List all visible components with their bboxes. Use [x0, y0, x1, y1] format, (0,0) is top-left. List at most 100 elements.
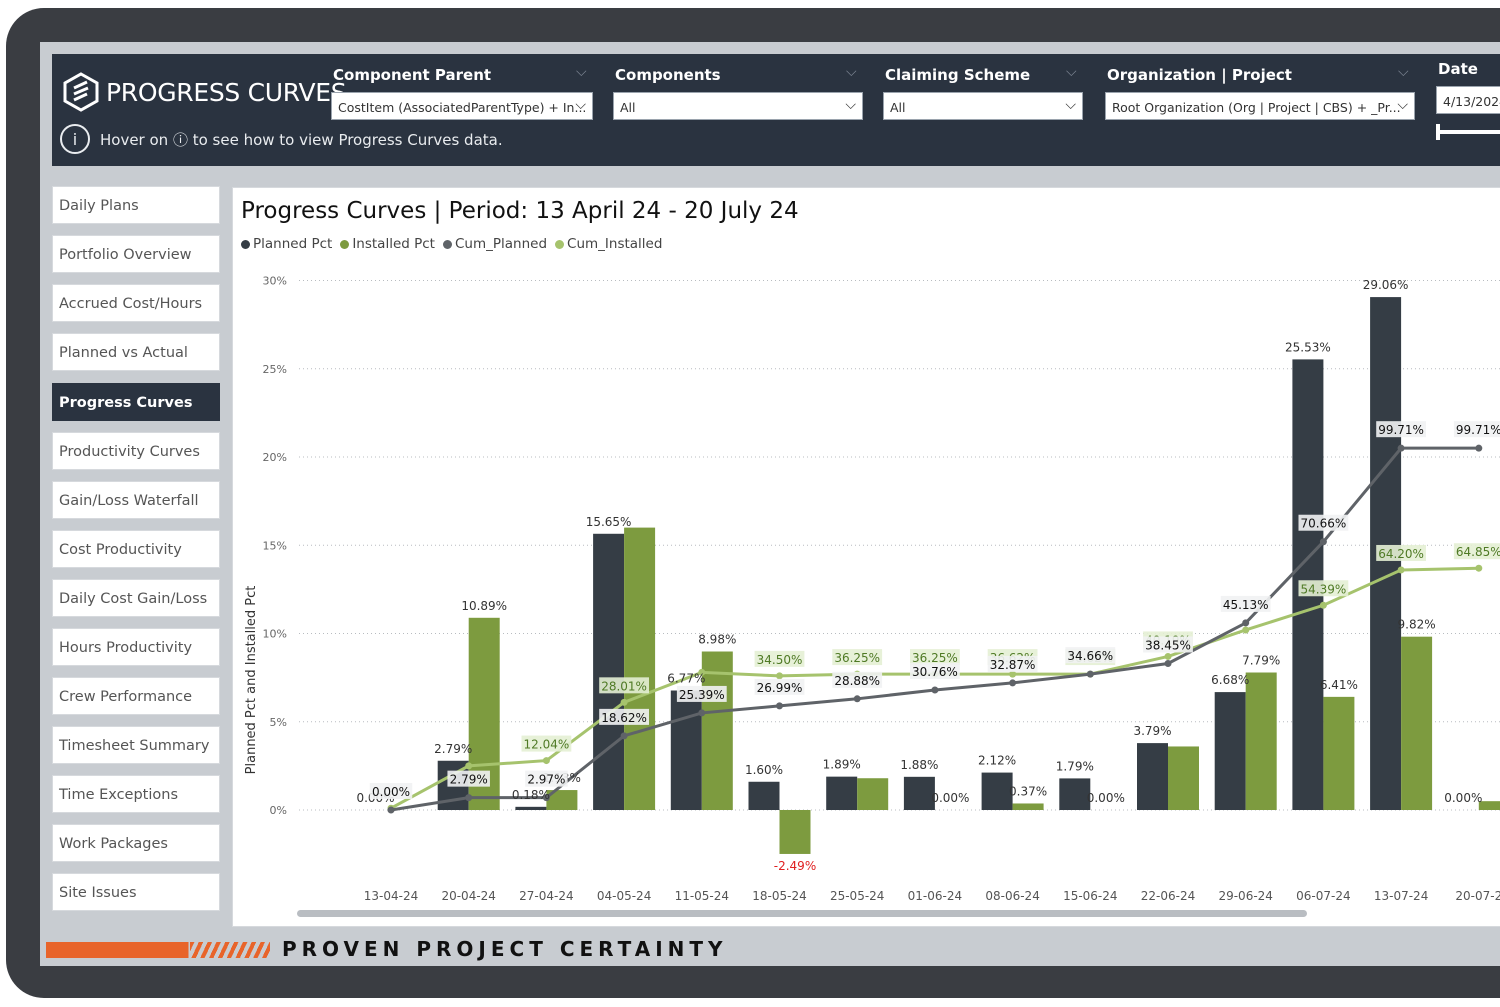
sidebar-item-label: Hours Productivity — [59, 640, 193, 656]
chevron-down-icon[interactable]: ⌵ — [1066, 64, 1077, 80]
sidebar-item-gain-loss-waterfall[interactable]: Gain/Loss Waterfall — [52, 481, 220, 519]
cum-planned-data-label: 2.79% — [450, 773, 488, 787]
cum-planned-data-label-bg — [1065, 647, 1116, 664]
cum-installed-data-label-bg — [832, 649, 883, 666]
sidebar-item-productivity-curves[interactable]: Productivity Curves — [52, 432, 220, 470]
dropdown-value: All — [890, 100, 906, 115]
sidebar-item-hours-productivity[interactable]: Hours Productivity — [52, 628, 220, 666]
cum-planned-data-label-bg — [525, 770, 568, 787]
dropdown-value: Root Organization (Org | Project | CBS) … — [1112, 100, 1401, 115]
cum-installed-data-label: 36.25% — [834, 651, 880, 665]
legend-item-cum-planned[interactable]: Cum_Planned — [442, 236, 548, 252]
sidebar-item-daily-cost-gain-loss[interactable]: Daily Cost Gain/Loss — [52, 579, 220, 617]
planned-data-label: 0.18% — [512, 788, 550, 802]
cum-planned-data-label: 34.66% — [1067, 649, 1113, 663]
planned-bar — [1059, 778, 1091, 810]
planned-data-label: 25.53% — [1285, 340, 1331, 354]
cum-planned-data-label: 70.66% — [1301, 517, 1347, 531]
cum-planned-data-label: 2.97% — [527, 773, 565, 787]
installed-data-label: 6.41% — [1320, 678, 1358, 692]
cum-installed-data-label-bg — [1453, 543, 1500, 560]
horizontal-scrollbar[interactable] — [297, 910, 1307, 917]
sidebar-item-accrued-cost-hours[interactable]: Accrued Cost/Hours — [52, 284, 220, 322]
chart-legend: Planned Pct Installed Pct Cum_Planned Cu… — [241, 236, 670, 252]
organization-project-dropdown[interactable]: Root Organization (Org | Project | CBS) … — [1105, 92, 1415, 120]
date-slider-handle[interactable] — [1436, 124, 1440, 140]
sidebar-item-crew-performance[interactable]: Crew Performance — [52, 677, 220, 715]
sidebar-item-portfolio-overview[interactable]: Portfolio Overview — [52, 235, 220, 273]
sidebar-item-label: Cost Productivity — [59, 542, 182, 558]
sidebar-item-label: Gain/Loss Waterfall — [59, 493, 199, 509]
chevron-down-icon[interactable]: ⌵ — [1398, 64, 1409, 80]
sidebar-item-site-issues[interactable]: Site Issues — [52, 873, 220, 911]
cum-planned-data-label-bg — [1220, 595, 1271, 612]
legend-item-cum-installed[interactable]: Cum_Installed — [555, 236, 662, 252]
sidebar-item-planned-vs-actual[interactable]: Planned vs Actual — [52, 333, 220, 371]
components-dropdown[interactable]: All ⌵ — [613, 92, 863, 120]
y-tick-label: 10% — [263, 628, 287, 641]
filter-label: Date — [1438, 60, 1478, 78]
installed-data-label: 10.89% — [461, 599, 507, 613]
info-icon[interactable]: i — [60, 124, 90, 154]
chevron-down-icon[interactable]: ⌵ — [576, 64, 587, 80]
sidebar-item-daily-plans[interactable]: Daily Plans — [52, 186, 220, 224]
sidebar-item-work-packages[interactable]: Work Packages — [52, 824, 220, 862]
claiming-scheme-dropdown[interactable]: All ⌵ — [883, 92, 1083, 120]
chart-title: Progress Curves | Period: 13 April 24 - … — [241, 198, 799, 224]
installed-data-label: 8.98% — [698, 633, 736, 647]
installed-data-label: 9.82% — [1398, 618, 1436, 632]
cum-planned-data-label: 99.71% — [1456, 423, 1500, 437]
cum-installed-line-point — [1242, 626, 1250, 634]
sidebar-item-time-exceptions[interactable]: Time Exceptions — [52, 775, 220, 813]
installed-bar — [1401, 636, 1433, 810]
planned-data-label: 6.68% — [1211, 673, 1249, 687]
sidebar-item-cost-productivity[interactable]: Cost Productivity — [52, 530, 220, 568]
date-input[interactable]: 4/13/2024 — [1436, 86, 1500, 114]
cum-installed-data-label: 34.50% — [757, 653, 803, 667]
component-parent-dropdown[interactable]: CostItem (AssociatedParentType) + In... … — [331, 92, 593, 120]
y-tick-label: 30% — [263, 275, 287, 288]
cum-installed-data-label-bg — [1376, 544, 1426, 561]
planned-bar — [670, 690, 702, 810]
cum-planned-line-point — [465, 794, 473, 802]
cum-planned-data-label: 18.62% — [601, 711, 647, 725]
filter-label: Organization | Project — [1107, 66, 1292, 84]
sidebar-item-label: Timesheet Summary — [59, 738, 210, 754]
cum-installed-data-label-bg — [521, 735, 572, 752]
cum-installed-line-point — [1164, 652, 1172, 660]
installed-bar — [1245, 672, 1277, 810]
cum-planned-line-point — [1397, 444, 1405, 452]
chart-panel: Progress Curves | Period: 13 April 24 - … — [232, 187, 1500, 927]
cum-installed-line-point — [465, 762, 473, 770]
dashboard-screen: PROGRESS CURVES Component Parent ⌵ CostI… — [40, 42, 1500, 966]
date-slider[interactable] — [1436, 124, 1500, 140]
logo: PROGRESS CURVES — [62, 72, 347, 112]
planned-bar — [515, 806, 547, 810]
y-tick-label: 15% — [263, 539, 287, 552]
cum-planned-data-label-bg — [1143, 636, 1193, 653]
cum-planned-line-point — [1319, 538, 1327, 546]
sidebar-item-progress-curves[interactable]: Progress Curves — [52, 383, 220, 421]
sidebar-item-label: Crew Performance — [59, 689, 193, 705]
cum-planned-line-point — [1242, 619, 1250, 627]
legend-item-planned[interactable]: Planned Pct — [241, 236, 332, 252]
sidebar-item-timesheet-summary[interactable]: Timesheet Summary — [52, 726, 220, 764]
cum-planned-data-label-bg — [832, 671, 883, 688]
planned-data-label: 3.79% — [1133, 724, 1171, 738]
x-tick-label: 29-06-24 — [1218, 889, 1272, 903]
x-tick-label: 06-07-24 — [1296, 889, 1350, 903]
chevron-down-icon: ⌵ — [575, 97, 586, 113]
cum-installed-data-label-bg — [754, 650, 805, 667]
cum-planned-data-label: 25.39% — [679, 688, 725, 702]
x-tick-label: 01-06-24 — [908, 889, 962, 903]
legend-label: Cum_Planned — [454, 236, 548, 252]
sidebar-item-label: Productivity Curves — [59, 444, 200, 460]
installed-data-label: 0.37% — [1009, 784, 1047, 798]
cum-installed-data-label: 54.39% — [1301, 582, 1347, 596]
date-value: 4/13/2024 — [1443, 94, 1500, 109]
legend-item-installed[interactable]: Installed Pct — [340, 236, 435, 252]
chevron-down-icon[interactable]: ⌵ — [846, 64, 857, 80]
legend-label: Planned Pct — [253, 236, 333, 252]
x-tick-label: 13-07-24 — [1374, 889, 1428, 903]
legend-label: Cum_Installed — [567, 236, 663, 252]
